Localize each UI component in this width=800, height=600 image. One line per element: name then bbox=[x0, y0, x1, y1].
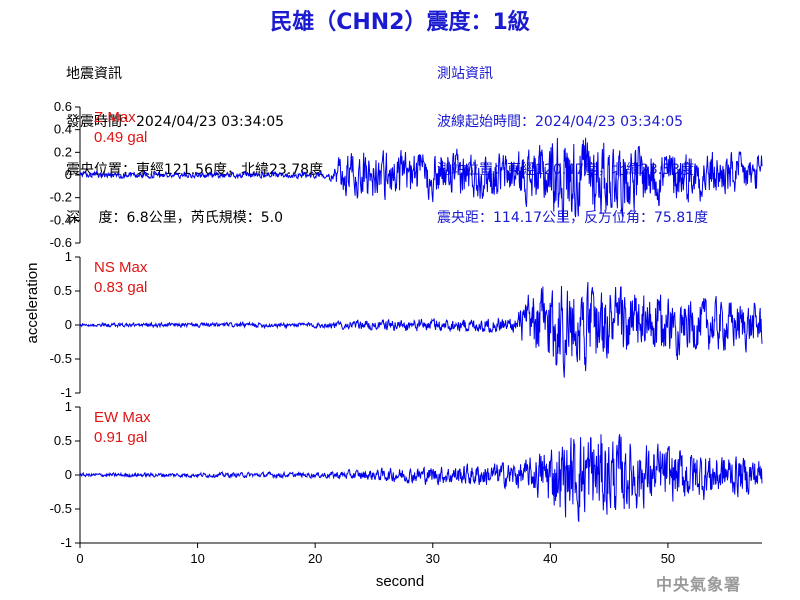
y-tick-label: -1 bbox=[60, 535, 72, 550]
y-tick-label: 0.5 bbox=[54, 433, 72, 448]
panel-max-value-ew: 0.91 gal bbox=[94, 429, 147, 446]
y-tick-label: 0 bbox=[65, 317, 72, 332]
x-tick-label: 20 bbox=[308, 551, 322, 566]
earthquake-info: 地震資訊 發震時間：2024/04/23 03:34:05 震央位置：東經121… bbox=[66, 34, 323, 242]
chart-title: 民雄（CHN2）震度：1級 bbox=[270, 10, 530, 35]
y-tick-label: 1 bbox=[65, 399, 72, 414]
origin-time: 發震時間：2024/04/23 03:34:05 bbox=[66, 114, 285, 130]
panel-label-ns: NS Max bbox=[94, 259, 148, 276]
panel-max-value-ns: 0.83 gal bbox=[94, 279, 147, 296]
earthquake-info-heading: 地震資訊 bbox=[66, 66, 122, 82]
x-tick-label: 10 bbox=[190, 551, 204, 566]
y-tick-label: -0.6 bbox=[50, 235, 72, 250]
y-tick-label: 0 bbox=[65, 467, 72, 482]
y-tick-label: -0.5 bbox=[50, 351, 72, 366]
station-info-heading: 測站資訊 bbox=[437, 66, 493, 82]
y-tick-label: 0.5 bbox=[54, 283, 72, 298]
x-tick-label: 30 bbox=[426, 551, 440, 566]
x-tick-label: 40 bbox=[543, 551, 557, 566]
y-tick-label: -0.5 bbox=[50, 501, 72, 516]
y-tick-label: -0.4 bbox=[50, 212, 72, 227]
y-tick-label: -0.2 bbox=[50, 190, 72, 205]
y-tick-label: 1 bbox=[65, 249, 72, 264]
wave-start-time: 波線起始時間：2024/04/23 03:34:05 bbox=[437, 114, 684, 130]
panel-label-ew: EW Max bbox=[94, 409, 151, 426]
panel-label-z: Z Max bbox=[94, 109, 136, 126]
distance-azimuth: 震央距：114.17公里，反方位角：75.81度 bbox=[437, 210, 709, 226]
y-tick-label: 0.6 bbox=[54, 99, 72, 114]
y-tick-label: 0.2 bbox=[54, 144, 72, 159]
x-axis-title: second bbox=[376, 573, 424, 590]
y-axis-title: acceleration bbox=[24, 263, 41, 344]
depth-magnitude: 深 度：6.8公里，芮氏規模：5.0 bbox=[66, 210, 283, 226]
y-tick-label: -1 bbox=[60, 385, 72, 400]
panel-max-value-z: 0.49 gal bbox=[94, 129, 147, 146]
station-info: 測站資訊 波線起始時間：2024/04/23 03:34:05 測站位置：東經1… bbox=[437, 34, 708, 242]
waveform-trace-ns bbox=[79, 281, 763, 378]
agency-watermark: 中央氣象署 bbox=[656, 575, 742, 594]
x-tick-label: 50 bbox=[661, 551, 675, 566]
waveform-trace-z bbox=[79, 137, 763, 223]
x-tick-label: 0 bbox=[76, 551, 83, 566]
y-tick-label: 0 bbox=[65, 167, 72, 182]
waveform-trace-ew bbox=[79, 434, 763, 522]
y-tick-label: 0.4 bbox=[54, 122, 72, 137]
